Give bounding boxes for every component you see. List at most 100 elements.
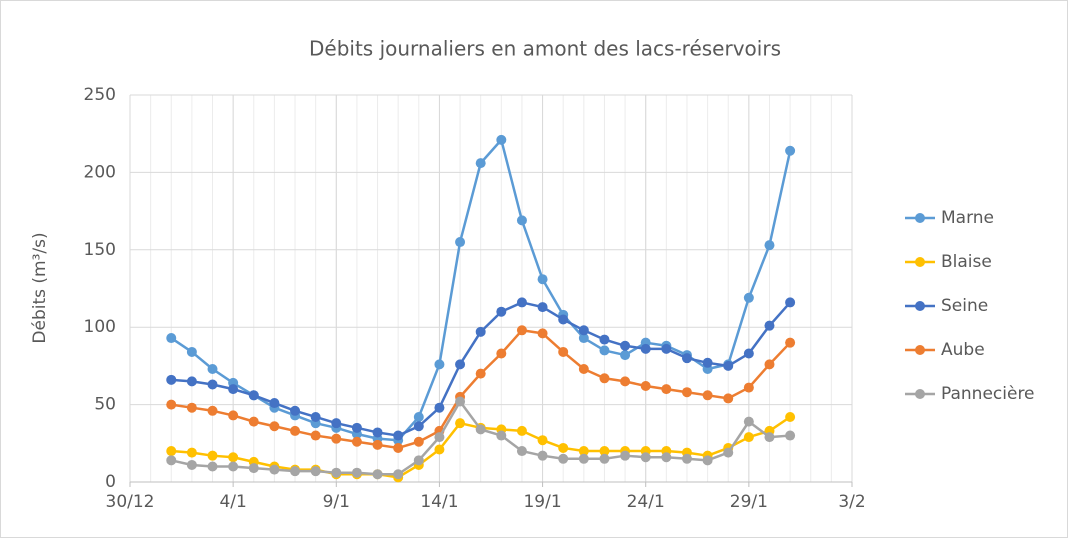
data-point (331, 418, 342, 429)
legend-marker (915, 389, 925, 399)
data-point (434, 432, 445, 443)
data-point (743, 348, 754, 359)
data-point (743, 382, 754, 393)
data-point (578, 333, 589, 344)
data-point (785, 337, 796, 348)
y-tick-label: 100 (84, 317, 116, 337)
data-point (723, 393, 734, 404)
data-point (681, 387, 692, 398)
data-point (743, 432, 754, 443)
data-point (475, 158, 486, 169)
data-point (269, 421, 280, 432)
data-point (640, 343, 651, 354)
data-point (186, 376, 197, 387)
data-point (331, 467, 342, 478)
data-point (599, 345, 610, 356)
data-point (413, 411, 424, 422)
x-tick-label: 30/12 (106, 492, 155, 512)
data-point (764, 320, 775, 331)
data-point (351, 422, 362, 433)
data-point (166, 455, 177, 466)
legend-label: Aube (941, 340, 985, 360)
data-point (764, 432, 775, 443)
data-point (413, 455, 424, 466)
data-point (558, 314, 569, 325)
data-point (393, 430, 404, 441)
data-point (764, 240, 775, 251)
data-point (393, 469, 404, 480)
y-tick-label: 50 (94, 395, 116, 415)
data-point (290, 466, 301, 477)
data-point (413, 436, 424, 447)
data-point (372, 427, 383, 438)
data-point (537, 302, 548, 313)
data-point (599, 453, 610, 464)
data-point (640, 381, 651, 392)
data-point (228, 410, 239, 421)
x-tick-label: 3/2 (838, 492, 865, 512)
data-point (248, 416, 259, 427)
data-point (578, 446, 589, 457)
data-point (723, 447, 734, 458)
data-point (516, 446, 527, 457)
data-point (558, 346, 569, 357)
data-point (537, 450, 548, 461)
x-tick-label: 14/1 (420, 492, 458, 512)
data-point (661, 452, 672, 463)
data-point (578, 453, 589, 464)
data-point (516, 297, 527, 308)
data-point (310, 411, 321, 422)
data-point (743, 416, 754, 427)
data-point (393, 442, 404, 453)
data-point (310, 430, 321, 441)
data-point (537, 328, 548, 339)
data-point (785, 145, 796, 156)
data-point (578, 363, 589, 374)
x-tick-label: 19/1 (523, 492, 561, 512)
data-point (331, 433, 342, 444)
legend-label: Seine (941, 296, 988, 316)
data-point (475, 326, 486, 337)
legend-label: Pannecière (941, 384, 1035, 404)
data-point (269, 398, 280, 409)
data-point (516, 215, 527, 226)
data-point (681, 453, 692, 464)
data-point (372, 469, 383, 480)
legend-marker (915, 301, 925, 311)
data-point (516, 425, 527, 436)
data-point (372, 439, 383, 450)
data-point (764, 359, 775, 370)
data-point (228, 384, 239, 395)
data-point (681, 353, 692, 364)
data-point (186, 459, 197, 470)
data-point (413, 421, 424, 432)
data-point (434, 402, 445, 413)
data-point (455, 359, 466, 370)
data-point (166, 333, 177, 344)
y-tick-label: 150 (84, 240, 116, 260)
data-point (248, 463, 259, 474)
data-point (434, 444, 445, 455)
data-point (228, 461, 239, 472)
data-point (455, 418, 466, 429)
data-point (558, 442, 569, 453)
data-point (702, 357, 713, 368)
chart-title: Débits journaliers en amont des lacs-rés… (309, 37, 781, 61)
y-tick-label: 200 (84, 162, 116, 182)
data-point (496, 306, 507, 317)
data-point (785, 297, 796, 308)
data-point (248, 390, 259, 401)
data-point (166, 446, 177, 457)
data-point (351, 436, 362, 447)
data-point (785, 411, 796, 422)
data-point (661, 384, 672, 395)
data-point (496, 430, 507, 441)
data-point (599, 334, 610, 345)
data-point (228, 452, 239, 463)
data-point (661, 343, 672, 354)
data-point (599, 373, 610, 384)
data-point (186, 402, 197, 413)
y-tick-label: 250 (84, 85, 116, 105)
data-point (269, 464, 280, 475)
